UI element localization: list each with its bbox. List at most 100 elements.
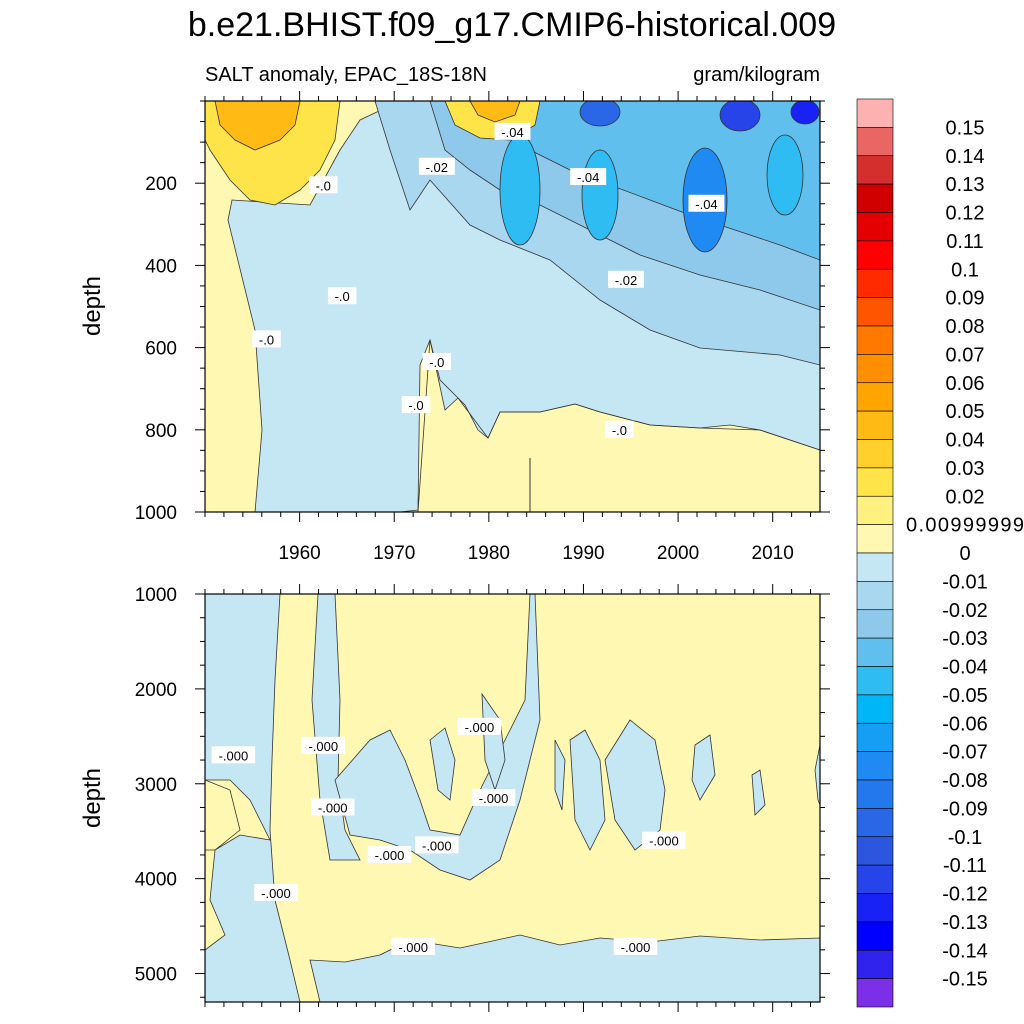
colorbar-swatch (856, 552, 894, 582)
colorbar-label: 0.03 (946, 458, 985, 480)
colorbar-swatch (856, 382, 894, 412)
upper-y-tick-label: 800 (145, 421, 177, 442)
contour-label: -.000 (471, 789, 516, 806)
contour-label-box (494, 122, 531, 140)
x-tick-label: 1990 (562, 543, 604, 564)
contour-label-text: -.0 (429, 355, 444, 370)
colorbar-label: 0.04 (946, 430, 985, 452)
lower-y-tick-label: 1000 (135, 585, 177, 606)
upper-surface-minimum-3 (790, 101, 820, 125)
contour-label-box (391, 937, 435, 955)
contour-label-text: -.0 (316, 178, 331, 193)
lower-y-tick-label: 4000 (135, 870, 177, 891)
lower-negative-patch-1996 (604, 719, 666, 851)
contour-label-text: -.000 (318, 800, 348, 815)
contour-label: -.04 (494, 122, 531, 140)
x-tick-label: 2000 (657, 543, 699, 564)
colorbar-label: 0.05 (946, 401, 985, 423)
upper-positive-core-1980 (469, 101, 521, 123)
contour-label-box (688, 194, 725, 212)
colorbar-swatch (856, 98, 894, 128)
contour-label: -.000 (211, 746, 256, 764)
figure-title: b.e21.BHIST.f09_g17.CMIP6-historical.009 (188, 6, 836, 44)
colorbar-swatch (856, 127, 894, 157)
contour-label: -.04 (570, 168, 607, 186)
contour-label-box (327, 287, 357, 305)
contour-label-text: -.000 (398, 940, 428, 955)
upper-surface-minimum-1 (579, 101, 621, 127)
colorbar-swatch (856, 524, 894, 554)
x-tick-label: 1970 (373, 543, 415, 564)
contour-label: -.000 (254, 883, 298, 901)
lower-y-tick-label: 3000 (135, 775, 177, 796)
colorbar-label: -0.03 (942, 628, 988, 650)
lower-negative-patch-1991 (569, 729, 606, 851)
colorbar-swatch (856, 666, 894, 696)
lower-negative-region-center (334, 594, 541, 881)
upper-zero-contour-deep (417, 339, 820, 512)
lower-negative-patch-2003 (691, 734, 716, 801)
contour-label-box (422, 352, 452, 370)
colorbar-label: 0.08 (946, 316, 985, 338)
contour-label-text: -.02 (426, 160, 448, 175)
x-tick-label: 1980 (468, 543, 510, 564)
contour-label: -.000 (613, 937, 658, 955)
upper-y-tick-label: 1000 (135, 503, 177, 524)
contour-label: -.02 (608, 270, 645, 288)
x-tick-label: 1960 (278, 543, 320, 564)
upper-positive-core-west (214, 101, 301, 151)
colorbar-label: -0.15 (942, 969, 988, 991)
colorbar-swatch (856, 155, 894, 185)
contour-label-box (471, 789, 516, 806)
upper-y-axis-label: depth (79, 276, 106, 336)
contour-label: -.0 (422, 352, 452, 370)
contour-label: -.04 (688, 194, 725, 212)
lower-west-negative-region (205, 594, 301, 1002)
contour-label-text: -.000 (219, 748, 249, 763)
colorbar-swatch (856, 949, 894, 979)
colorbar-label: -0.04 (942, 657, 988, 679)
colorbar-label: 0.11 (946, 231, 983, 253)
contour-label: -.000 (642, 831, 686, 849)
lower-y-tick-label: 2000 (135, 680, 177, 701)
colorbar-label: -0.09 (942, 798, 988, 820)
colorbar-swatch (856, 893, 894, 923)
colorbar-label: -0.14 (942, 940, 988, 962)
colorbar-swatch (856, 751, 894, 781)
colorbar-swatch (856, 297, 894, 327)
contour-label-box (605, 420, 634, 438)
units-label: gram/kilogram (693, 64, 820, 86)
colorbar-label: -0.12 (942, 884, 988, 906)
upper-minimum-core-1 (499, 134, 541, 246)
upper-y-tick-label: 400 (145, 256, 177, 277)
colorbar-swatch (856, 439, 894, 469)
contour-label-text: -.02 (615, 273, 637, 288)
colorbar-swatch (856, 325, 894, 355)
contour-label: -.0 (401, 396, 431, 414)
colorbar-swatch (856, 212, 894, 242)
colorbar-label: 0.1 (951, 259, 979, 281)
colorbar-swatch (856, 722, 894, 752)
colorbar-swatch (856, 581, 894, 611)
contour-label-text: -.000 (479, 791, 509, 806)
lower-contour-labels: -.000 -.000 -.000 -.000 -.000 -.000 -.000 -.000… (211, 717, 686, 955)
contour-label-box (310, 798, 355, 816)
colorbar-swatch (856, 495, 894, 525)
contour-label-box (415, 836, 459, 854)
contour-label-box (252, 330, 281, 348)
contour-label: -.000 (367, 845, 412, 863)
colorbar-label: 0.13 (946, 174, 985, 196)
contour-label-text: -.0 (335, 289, 350, 304)
contour-label-box (309, 176, 338, 194)
upper-minimum-core-2 (581, 149, 619, 241)
colorbar-swatch (856, 694, 894, 724)
contour-label-box (608, 270, 645, 288)
colorbar-label: 0.02 (946, 486, 985, 508)
upper-surface-minimum-2 (719, 101, 761, 132)
lower-negative-patch-1975 (429, 727, 456, 801)
colorbar-label: 0.15 (946, 117, 985, 139)
colorbar-label: -0.06 (942, 713, 988, 735)
colorbar-swatch (856, 921, 894, 951)
lower-negative-patch-1993 (554, 739, 566, 811)
